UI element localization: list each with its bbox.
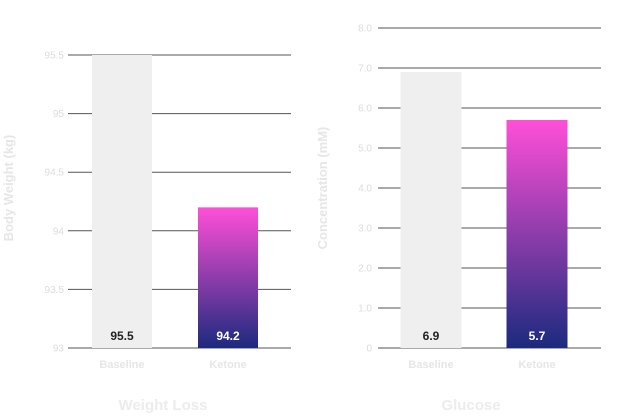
glucose-y-tick-label: 6.0 bbox=[358, 104, 372, 115]
weight-loss-y-tick-label: 93 bbox=[53, 344, 65, 355]
glucose-y-tick-label: 1.0 bbox=[358, 304, 372, 315]
weight-loss-value-label-ketone: 94.2 bbox=[216, 329, 240, 343]
weight-loss-y-tick-label: 95 bbox=[53, 109, 65, 120]
glucose-category-label-baseline: Baseline bbox=[408, 359, 453, 371]
glucose-bar-ketone bbox=[506, 120, 568, 348]
weight-loss-category-label-ketone: Ketone bbox=[209, 359, 246, 371]
weight-loss-chart: Body Weight (kg) Weight Loss 93 93.5 94 94.… bbox=[1, 51, 291, 414]
weight-loss-bar-baseline bbox=[92, 55, 152, 348]
glucose-y-tick-label: 3.0 bbox=[358, 224, 372, 235]
glucose-chart: Concentration (mM) Glucose 0 1.0 2.0 3.0 4.0… bbox=[315, 24, 601, 414]
glucose-category-label-ketone: Ketone bbox=[518, 359, 555, 371]
weight-loss-y-axis-label: Body Weight (kg) bbox=[1, 135, 16, 242]
glucose-y-tick-label: 5.0 bbox=[358, 144, 372, 155]
weight-loss-y-tick-label: 94 bbox=[53, 226, 65, 237]
weight-loss-category-label-baseline: Baseline bbox=[99, 359, 144, 371]
glucose-value-label-ketone: 5.7 bbox=[529, 329, 546, 343]
glucose-y-tick-label: 0 bbox=[366, 344, 372, 355]
weight-loss-bar-ketone bbox=[198, 207, 258, 348]
weight-loss-y-tick-label: 94.5 bbox=[45, 168, 65, 179]
weight-loss-value-label-baseline: 95.5 bbox=[110, 329, 134, 343]
weight-loss-y-tick-label: 93.5 bbox=[45, 285, 65, 296]
glucose-bar-baseline bbox=[400, 72, 462, 348]
glucose-chart-title: Glucose bbox=[441, 397, 500, 414]
glucose-y-tick-label: 8.0 bbox=[358, 24, 372, 35]
glucose-y-tick-label: 2.0 bbox=[358, 264, 372, 275]
glucose-y-tick-label: 7.0 bbox=[358, 64, 372, 75]
glucose-value-label-baseline: 6.9 bbox=[423, 329, 440, 343]
glucose-y-tick-label: 4.0 bbox=[358, 184, 372, 195]
glucose-y-axis-label: Concentration (mM) bbox=[315, 127, 330, 250]
weight-loss-y-tick-label: 95.5 bbox=[45, 51, 65, 62]
weight-loss-chart-title: Weight Loss bbox=[119, 397, 208, 414]
